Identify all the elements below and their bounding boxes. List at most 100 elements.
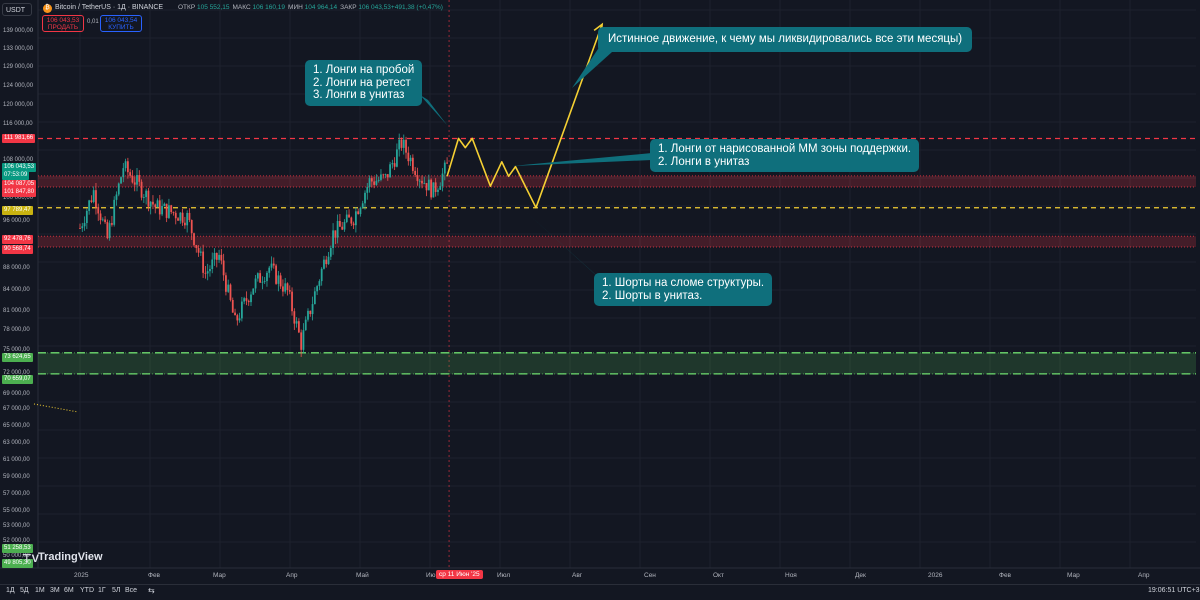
ohlc-value: 106 160,19 xyxy=(252,4,286,11)
price-axis-label: 78 000,00 xyxy=(3,327,30,333)
price-badge: 101 847,80 xyxy=(2,188,37,197)
candle-body xyxy=(272,263,275,266)
candle-body xyxy=(293,311,296,324)
timeframe-button[interactable]: 1М xyxy=(35,587,45,594)
timeframe-button[interactable]: 1Г xyxy=(98,587,106,594)
time-axis-label: Дек xyxy=(855,572,866,579)
tradingview-logo[interactable]: TradingView xyxy=(38,551,103,563)
candle-body xyxy=(104,219,106,223)
time-axis-label: Фев xyxy=(999,572,1012,579)
sell-button[interactable]: 106 043,53 ПРОДАТЬ xyxy=(42,15,84,32)
candle-body xyxy=(111,223,113,225)
candle-body xyxy=(81,226,84,229)
candle-body xyxy=(270,263,273,268)
candle-body xyxy=(341,226,344,230)
price-axis-label: 75 000,00 xyxy=(3,347,30,353)
candle-body xyxy=(446,162,448,164)
candle-body xyxy=(236,315,239,321)
note-longs-breakout[interactable]: 1. Лонги на пробой 2. Лонги на ретест 3.… xyxy=(305,60,423,106)
candle-body xyxy=(131,175,134,183)
price-axis-label: 133 000,00 xyxy=(3,46,34,52)
candle-body xyxy=(154,204,157,208)
candle-body xyxy=(277,275,280,284)
candle-body xyxy=(129,172,132,176)
candle-body xyxy=(300,332,303,350)
candle-body xyxy=(256,273,259,279)
candle-body xyxy=(197,248,200,253)
buy-button[interactable]: 106 043,54 КУПИТЬ xyxy=(100,15,142,32)
ohlc-key: ЗАКР xyxy=(340,4,359,11)
candle-body xyxy=(138,175,141,182)
price-badge: 90 568,74 xyxy=(2,245,33,254)
candle-body xyxy=(142,197,145,198)
timeframe-button[interactable]: 5Д xyxy=(20,587,29,594)
candle-body xyxy=(190,220,193,234)
candle-body xyxy=(359,207,362,215)
candle-body xyxy=(99,213,102,221)
price-axis-label: 84 000,00 xyxy=(3,287,30,293)
timeframe-button[interactable]: 1Д xyxy=(6,587,15,594)
price-axis-label: 120 000,00 xyxy=(3,102,34,108)
timeframe-button[interactable]: YTD xyxy=(80,587,94,594)
candle-body xyxy=(243,298,246,302)
candle-body xyxy=(177,218,179,221)
candle-body xyxy=(85,210,88,224)
candle-body xyxy=(149,201,152,207)
price-badge: 104 087,05 xyxy=(2,180,37,189)
price-axis-label: 67 000,00 xyxy=(3,406,30,412)
candle-body xyxy=(168,205,170,218)
candle-body xyxy=(313,291,316,305)
candle-body xyxy=(352,223,355,226)
note-longs-mm[interactable]: 1. Лонги от нарисованной ММ зоны поддерж… xyxy=(650,139,920,172)
buy-label: КУПИТЬ xyxy=(108,24,134,31)
symbol-select[interactable]: USDT xyxy=(2,3,32,16)
candle-body xyxy=(206,271,209,274)
note-shorts[interactable]: 1. Шорты на сломе структуры. 2. Шорты в … xyxy=(594,273,773,306)
price-badge: 49 805,30 xyxy=(2,559,33,568)
note-true-move[interactable]: Истинное движение, к чему мы ликвидирова… xyxy=(598,27,973,52)
note-pointer xyxy=(572,46,612,88)
time-axis-label: Фев xyxy=(148,572,161,579)
candle-body xyxy=(275,265,277,284)
candle-body xyxy=(113,199,116,225)
ohlc-key: ОТКР xyxy=(178,4,197,11)
note-line: 3. Лонги в унитаз xyxy=(313,89,405,101)
candle-body xyxy=(334,230,337,238)
candle-body xyxy=(366,186,369,193)
candle-body xyxy=(165,203,168,218)
buy-price: 106 043,54 xyxy=(104,17,138,24)
candle-body xyxy=(133,182,136,185)
candle-body xyxy=(320,268,323,282)
timeframe-button[interactable]: 6М xyxy=(64,587,74,594)
candle-body xyxy=(259,273,262,283)
price-axis-label: 88 000,00 xyxy=(3,265,30,271)
timeframe-button[interactable]: 3М xyxy=(50,587,60,594)
candle-body xyxy=(250,294,252,303)
candle-body xyxy=(409,157,412,162)
candle-body xyxy=(384,174,387,176)
candle-body xyxy=(263,281,266,282)
candle-body xyxy=(222,260,225,276)
goto-date-icon[interactable]: ⇆ xyxy=(148,586,155,595)
candle-body xyxy=(95,190,97,208)
candle-body xyxy=(254,278,257,289)
trend-dots xyxy=(33,403,79,413)
candle-body xyxy=(229,284,232,300)
price-axis-label: 52 000,00 xyxy=(3,538,30,544)
timeframe-button[interactable]: 5Л xyxy=(112,587,121,594)
candle-body xyxy=(307,310,309,320)
candle-body xyxy=(421,180,423,184)
annotation-pointers xyxy=(420,46,652,284)
candle-body xyxy=(136,175,138,185)
candle-body xyxy=(161,206,163,215)
candle-body xyxy=(437,189,439,192)
price-badge: 92 478,76 xyxy=(2,235,33,244)
time-axis-label: Авг xyxy=(572,572,583,579)
candle-body xyxy=(411,157,414,171)
candle-body xyxy=(282,286,284,292)
chart-title[interactable]: Bitcoin / TetherUS · 1Д · BINANCE xyxy=(55,4,164,11)
timeframe-button[interactable]: Все xyxy=(125,587,138,594)
price-axis-label: 59 000,00 xyxy=(3,474,30,480)
price-axis-label: 116 000,00 xyxy=(3,121,33,127)
